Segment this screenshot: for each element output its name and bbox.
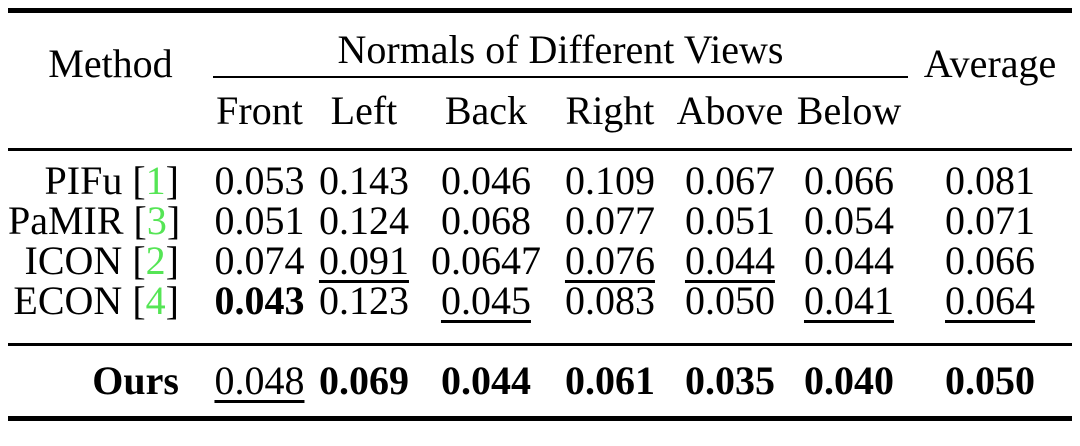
method-cell: PIFu [1] [44,158,179,203]
cell-below: 0.066 [790,150,908,202]
value-text: 0.091 [318,238,409,283]
cell-front: 0.051 [213,201,306,241]
cell-front: 0.043 [213,281,306,345]
value-text: 0.143 [318,158,409,203]
cell-back: 0.044 [422,345,550,419]
header-row-views: Front Left Back Right Above Below [8,77,1072,150]
cell-left: 0.091 [306,241,422,281]
value-text: 0.066 [803,158,894,203]
value-text: 0.051 [684,198,775,243]
value-text: 0.045 [440,278,531,323]
value-text: 0.071 [945,198,1036,243]
method-cell: PaMIR [3] [7,198,181,243]
cell-below: 0.041 [790,281,908,345]
column-header-left: Left [330,88,398,133]
cell-above: 0.051 [670,201,790,241]
column-header-method: Method [48,41,173,86]
cell-below: 0.054 [790,201,908,241]
method-cell: ECON [4] [13,278,179,323]
citation-ref[interactable]: 3 [146,198,167,243]
cell-above: 0.067 [670,150,790,202]
value-text: 0.050 [684,278,775,323]
cell-below: 0.040 [790,345,908,419]
cell-above: 0.050 [670,281,790,345]
column-header-back: Back [444,88,528,133]
table-row-pifu: PIFu [1] 0.053 0.143 0.046 0.109 0.067 0.066 0.… [8,150,1072,202]
cell-back: 0.045 [422,281,550,345]
value-text: 0.046 [440,158,531,203]
results-table: Method Normals of Different Views Averag… [7,8,1073,421]
value-text: 0.124 [318,198,409,243]
citation-ref[interactable]: 2 [145,238,166,283]
value-text: 0.064 [945,278,1036,323]
baseline-rows: PIFu [1] 0.053 0.143 0.046 0.109 0.067 0.066 0.… [7,150,1073,345]
cell-right: 0.077 [550,201,670,241]
value-text: 0.035 [684,358,775,403]
cell-right: 0.076 [550,241,670,281]
value-text: 0.048 [214,358,305,403]
value-text: 0.066 [945,238,1036,283]
cell-back: 0.046 [422,150,550,202]
cell-front: 0.053 [213,150,306,202]
cell-left: 0.124 [306,201,422,241]
table-header: Method Normals of Different Views Averag… [7,10,1073,150]
cell-front: 0.048 [213,345,306,419]
column-header-average: Average [923,41,1057,86]
value-text: 0.061 [564,358,655,403]
cell-back: 0.0647 [422,241,550,281]
header-row-group: Method Normals of Different Views Averag… [8,10,1072,84]
citation-ref[interactable]: 1 [145,158,166,203]
table-row-ours: Ours 0.048 0.069 0.044 0.061 0.035 0.040 0.050 [8,345,1072,419]
average-cell: 0.071 [908,201,1072,241]
column-header-above: Above [676,88,784,133]
value-text: 0.044 [684,238,775,283]
cell-left: 0.069 [306,345,422,419]
value-text: 0.043 [214,278,305,323]
cell-right: 0.109 [550,150,670,202]
value-text: 0.044 [440,358,531,403]
value-text: 0.074 [214,238,305,283]
method-cell: ICON [2] [24,238,179,283]
cell-right: 0.061 [550,345,670,419]
value-text: 0.054 [803,198,894,243]
cell-left: 0.143 [306,150,422,202]
value-text: 0.040 [803,358,894,403]
column-header-right: Right [565,88,655,133]
value-text: 0.068 [440,198,531,243]
cell-above: 0.035 [670,345,790,419]
cell-left: 0.123 [306,281,422,345]
cell-front: 0.074 [213,241,306,281]
value-text: 0.083 [564,278,655,323]
table-row-econ: ECON [4] 0.043 0.123 0.045 0.083 0.050 0.041 0.… [8,281,1072,345]
cell-right: 0.083 [550,281,670,345]
column-header-below: Below [796,88,902,133]
table-row-pamir: PaMIR [3] 0.051 0.124 0.068 0.077 0.051 0.054 0… [8,201,1072,241]
method-cell: Ours [92,358,179,403]
average-cell: 0.066 [908,241,1072,281]
column-header-front: Front [216,88,303,133]
table-row-icon: ICON [2] 0.074 0.091 0.0647 0.076 0.044 0.044 0… [8,241,1072,281]
column-group-header-normals: Normals of Different Views [212,10,909,78]
value-text: 0.123 [318,278,409,323]
value-text: 0.053 [214,158,305,203]
value-text: 0.041 [803,278,894,323]
cell-above: 0.044 [670,241,790,281]
value-text: 0.067 [684,158,775,203]
average-cell: 0.064 [908,281,1072,345]
value-text: 0.077 [564,198,655,243]
cell-back: 0.068 [422,201,550,241]
value-text: 0.050 [945,358,1036,403]
value-text: 0.0647 [430,238,541,283]
ours-row-section: Ours 0.048 0.069 0.044 0.061 0.035 0.040 0.050 [8,345,1072,419]
value-text: 0.051 [214,198,305,243]
value-text: 0.076 [564,238,655,283]
value-text: 0.109 [564,158,655,203]
average-cell: 0.081 [908,150,1072,202]
value-text: 0.081 [945,158,1036,203]
average-cell: 0.050 [908,345,1072,419]
value-text: 0.069 [318,358,409,403]
value-text: 0.044 [803,238,894,283]
citation-ref[interactable]: 4 [145,278,166,323]
cell-below: 0.044 [790,241,908,281]
